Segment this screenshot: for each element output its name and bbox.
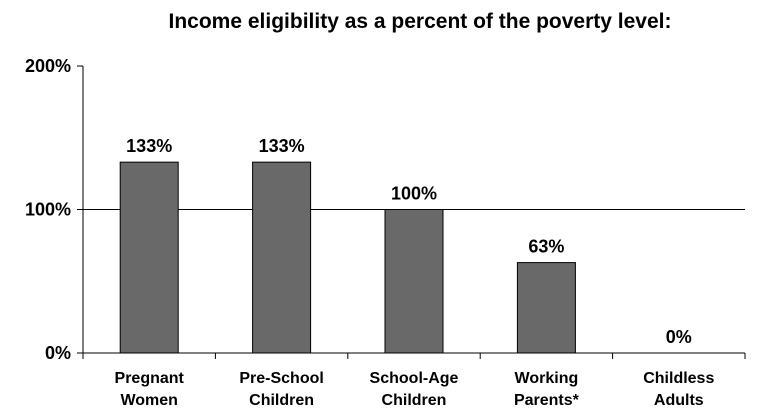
y-tick-label: 100% <box>25 200 71 220</box>
data-label: 100% <box>391 184 437 204</box>
bar <box>516 262 576 354</box>
bar <box>384 209 444 354</box>
x-tick-label: Childless Adults <box>643 370 714 409</box>
data-label: 133% <box>126 136 172 156</box>
data-label: 133% <box>259 136 305 156</box>
x-tick-label: School-Age Children <box>370 370 459 409</box>
x-tick-label: Pre-School Children <box>239 370 323 409</box>
bars <box>119 161 576 354</box>
x-tick-label: Working Parents* <box>514 370 580 409</box>
data-label: 63% <box>528 237 564 257</box>
y-tick-label: 200% <box>25 56 71 76</box>
bar <box>252 161 312 354</box>
labels: 133% 133% 100% 63% 0% 0% 100% 200% Pregnant Women… <box>25 56 715 409</box>
y-tick-label: 0% <box>45 343 71 363</box>
chart-title: Income eligibility as a percent of the p… <box>169 10 672 33</box>
x-tick-label: Pregnant Women <box>115 370 185 409</box>
axes <box>77 65 746 359</box>
bar <box>119 161 179 354</box>
data-label: 0% <box>666 327 692 347</box>
